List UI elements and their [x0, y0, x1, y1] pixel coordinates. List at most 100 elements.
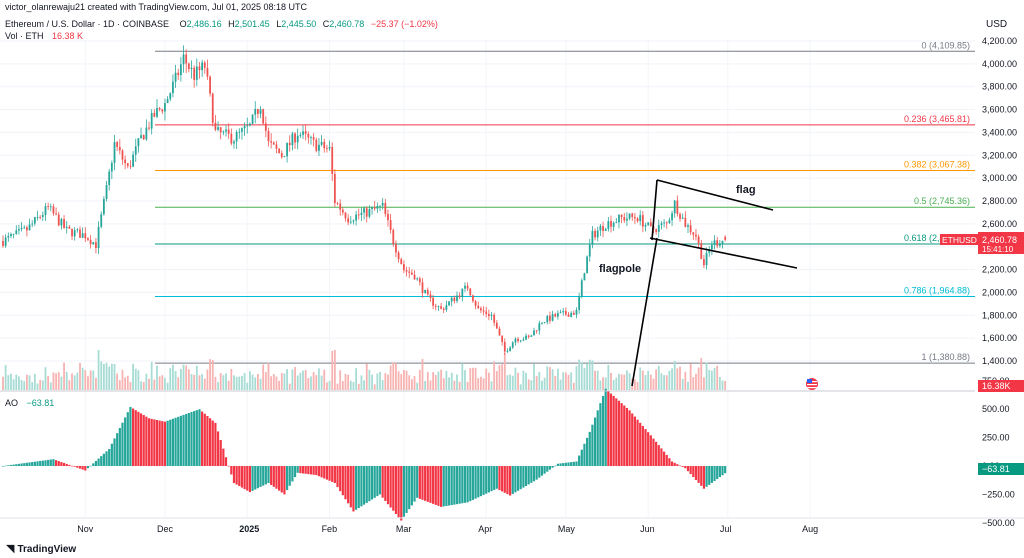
candle-body	[304, 131, 307, 134]
candle-body	[339, 203, 342, 210]
volume-bar	[65, 372, 68, 390]
candle-body	[474, 301, 477, 306]
volume-bar	[599, 380, 602, 390]
ao-bar	[426, 466, 429, 502]
ao-bar	[84, 466, 87, 471]
ao-bar	[434, 466, 437, 505]
volume-bar	[660, 373, 663, 390]
volume-bar	[644, 374, 647, 390]
ao-bar	[201, 411, 204, 466]
volume-bar	[73, 375, 76, 390]
ao-bar	[161, 421, 164, 466]
volume-bar	[187, 369, 190, 390]
volume-bar	[44, 367, 47, 390]
tradingview-logo-text: TradingView	[17, 544, 77, 555]
us-flag-icon[interactable]	[806, 378, 818, 390]
tradingview-logo[interactable]: ◥ TradingView	[6, 542, 76, 555]
ao-bar	[20, 463, 23, 466]
volume-bar	[336, 383, 339, 390]
volume-bar	[511, 375, 514, 390]
ao-bar	[208, 418, 212, 466]
ao-bar	[639, 422, 642, 466]
ao-bar	[413, 466, 416, 502]
volume-bars	[2, 350, 727, 390]
volume-bar	[456, 374, 458, 390]
volume-bar	[647, 370, 650, 390]
candle-body	[620, 214, 623, 218]
volume-tag-bg	[978, 380, 1024, 392]
candle-body	[25, 227, 28, 231]
ao-bar	[179, 415, 182, 466]
volume-bar	[230, 368, 233, 390]
ao-bar	[307, 466, 310, 475]
volume-bar	[695, 373, 697, 390]
candle-body	[591, 230, 594, 245]
candle-body	[676, 200, 679, 214]
ao-bar	[509, 466, 512, 496]
candle-body	[166, 99, 169, 104]
volume-bar	[405, 370, 408, 390]
ao-bar	[373, 466, 376, 498]
candle-body	[639, 215, 642, 222]
time-tick-label: Dec	[157, 524, 174, 534]
volume-bar	[262, 364, 265, 390]
volume-bar	[246, 382, 249, 390]
volume-bar	[2, 376, 4, 390]
volume-bar	[344, 373, 347, 390]
ao-bar	[588, 431, 591, 466]
ao-bar	[593, 417, 597, 466]
candle-body	[588, 244, 591, 257]
candle-body	[514, 338, 517, 343]
candle-body	[705, 252, 708, 266]
candle-body	[156, 108, 158, 117]
volume-bar	[320, 375, 323, 390]
candle-body	[490, 314, 493, 317]
candle-body	[341, 209, 344, 213]
candle-body	[541, 322, 543, 324]
ao-bar	[357, 466, 360, 509]
candle-body	[724, 236, 727, 240]
volume-bar	[477, 378, 480, 390]
ao-bar	[378, 466, 382, 495]
ao-bar	[317, 466, 321, 477]
fib-level-label: 0.5 (2,745.36)	[914, 196, 970, 206]
volume-bar	[705, 362, 708, 390]
volume-bar	[206, 369, 209, 390]
volume-bar	[469, 368, 472, 390]
volume-bar	[169, 368, 172, 390]
candle-body	[461, 288, 464, 298]
candle-body	[185, 54, 188, 64]
volume-bar	[225, 373, 227, 390]
ao-bar	[524, 466, 528, 486]
candle-body	[352, 220, 355, 222]
candle-body	[39, 216, 42, 218]
volume-bar	[684, 371, 687, 390]
ao-bar	[556, 463, 559, 466]
candle-body	[4, 237, 7, 246]
candle-body	[142, 135, 145, 140]
candle-body	[12, 233, 15, 235]
volume-bar	[92, 370, 95, 390]
candle-body	[525, 335, 527, 340]
ao-legend: AO −63.81	[5, 398, 54, 408]
volume-bar	[71, 373, 73, 390]
volume-bar	[564, 372, 567, 390]
candle-body	[421, 282, 424, 293]
candle-body	[373, 207, 376, 209]
candle-body	[328, 146, 331, 149]
volume-bar	[270, 376, 273, 390]
volume-bar	[214, 376, 217, 390]
ao-bar	[121, 422, 124, 466]
candle-body	[623, 217, 626, 221]
volume-tag: 16.38K	[982, 381, 1011, 391]
volume-bar	[517, 372, 519, 390]
ao-bar	[264, 466, 267, 485]
candle-body	[97, 226, 100, 249]
volume-bar	[368, 369, 371, 390]
volume-bar	[47, 376, 50, 390]
ao-bar	[349, 466, 352, 508]
candle-body	[368, 209, 371, 217]
ao-bar	[92, 463, 95, 466]
ao-bar	[12, 464, 15, 466]
